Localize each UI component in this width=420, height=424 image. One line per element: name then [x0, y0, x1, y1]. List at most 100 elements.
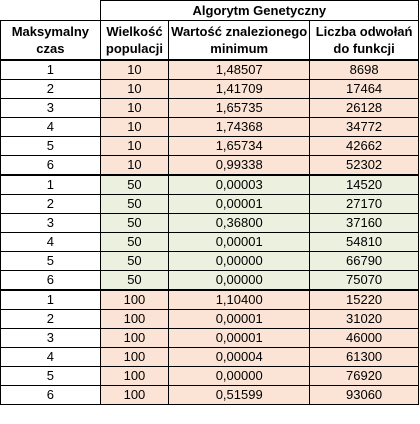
max-time-cell: 6 — [0, 385, 101, 405]
calls-cell: 14520 — [309, 174, 419, 195]
calls-cell: 42662 — [309, 136, 419, 156]
population-cell: 50 — [99, 174, 170, 195]
calls-cell: 75070 — [309, 270, 419, 291]
max-time-cell: 4 — [0, 232, 101, 252]
max-time-cell: 1 — [0, 59, 101, 80]
population-cell: 50 — [99, 232, 170, 252]
table-row: 1 10 1,48507 8698 — [0, 59, 419, 80]
population-cell: 10 — [99, 98, 170, 118]
table-row: 2 100 0,00001 31020 — [0, 309, 419, 329]
calls-cell: 26128 — [309, 98, 419, 118]
population-cell: 10 — [99, 79, 170, 99]
minimum-cell: 1,48507 — [168, 59, 311, 80]
table-row: 6 50 0,00000 75070 — [0, 270, 419, 291]
calls-cell: 93060 — [309, 385, 419, 405]
calls-cell: 52302 — [309, 155, 419, 176]
algorithm-title: Algorytm Genetyczny — [99, 0, 420, 21]
results-table: Algorytm Genetyczny Maksymalny czas Wiel… — [0, 0, 420, 405]
calls-cell: 31020 — [309, 309, 419, 329]
table-row: 4 50 0,00001 54810 — [0, 232, 419, 252]
max-time-cell: 3 — [0, 213, 101, 233]
table-row: 5 50 0,00000 66790 — [0, 251, 419, 271]
population-cell: 10 — [99, 59, 170, 80]
calls-cell: 34772 — [309, 117, 419, 137]
minimum-cell: 1,65734 — [168, 136, 311, 156]
header-minimum-value: Wartość znalezionego minimum — [168, 20, 311, 61]
blank-corner-cell — [0, 0, 101, 21]
max-time-cell: 5 — [0, 136, 101, 156]
max-time-cell: 6 — [0, 155, 101, 176]
table-row: 5 100 0,00000 76920 — [0, 366, 419, 386]
header-function-calls: Liczba odwołań do funkcji — [309, 20, 419, 61]
minimum-cell: 0,51599 — [168, 385, 311, 405]
minimum-cell: 0,00004 — [168, 347, 311, 367]
population-cell: 50 — [99, 213, 170, 233]
max-time-cell: 2 — [0, 309, 101, 329]
minimum-cell: 0,00000 — [168, 251, 311, 271]
table-row: 1 100 1,10400 15220 — [0, 289, 419, 310]
max-time-cell: 5 — [0, 251, 101, 271]
calls-cell: 76920 — [309, 366, 419, 386]
population-cell: 50 — [99, 251, 170, 271]
calls-cell: 8698 — [309, 59, 419, 80]
minimum-cell: 0,00001 — [168, 328, 311, 348]
minimum-cell: 0,00001 — [168, 309, 311, 329]
max-time-cell: 1 — [0, 289, 101, 310]
calls-cell: 15220 — [309, 289, 419, 310]
table-body: 1 10 1,48507 8698 2 10 1,41709 17464 3 1… — [0, 59, 419, 405]
max-time-cell: 1 — [0, 174, 101, 195]
table-row: 2 10 1,41709 17464 — [0, 79, 419, 99]
population-cell: 10 — [99, 136, 170, 156]
super-header-row: Algorytm Genetyczny — [0, 0, 420, 21]
max-time-cell: 2 — [0, 79, 101, 99]
header-population-size: Wielkość populacji — [99, 20, 170, 61]
calls-cell: 27170 — [309, 194, 419, 214]
minimum-cell: 1,10400 — [168, 289, 311, 310]
max-time-cell: 6 — [0, 270, 101, 291]
minimum-cell: 0,00001 — [168, 194, 311, 214]
population-cell: 50 — [99, 270, 170, 291]
max-time-cell: 2 — [0, 194, 101, 214]
table-row: 4 10 1,74368 34772 — [0, 117, 419, 137]
population-cell: 100 — [99, 309, 170, 329]
population-cell: 50 — [99, 194, 170, 214]
minimum-cell: 0,00003 — [168, 174, 311, 195]
calls-cell: 61300 — [309, 347, 419, 367]
calls-cell: 66790 — [309, 251, 419, 271]
population-cell: 100 — [99, 328, 170, 348]
population-cell: 100 — [99, 289, 170, 310]
calls-cell: 46000 — [309, 328, 419, 348]
max-time-cell: 4 — [0, 347, 101, 367]
minimum-cell: 0,00000 — [168, 366, 311, 386]
table-row: 2 50 0,00001 27170 — [0, 194, 419, 214]
table-row: 6 10 0,99338 52302 — [0, 155, 419, 176]
minimum-cell: 1,74368 — [168, 117, 311, 137]
minimum-cell: 0,00001 — [168, 232, 311, 252]
table-row: 1 50 0,00003 14520 — [0, 174, 419, 195]
calls-cell: 37160 — [309, 213, 419, 233]
max-time-cell: 3 — [0, 98, 101, 118]
table-row: 3 100 0,00001 46000 — [0, 328, 419, 348]
max-time-cell: 3 — [0, 328, 101, 348]
minimum-cell: 1,65735 — [168, 98, 311, 118]
population-cell: 10 — [99, 155, 170, 176]
population-cell: 100 — [99, 347, 170, 367]
population-cell: 10 — [99, 117, 170, 137]
table-row: 3 10 1,65735 26128 — [0, 98, 419, 118]
table-row: 6 100 0,51599 93060 — [0, 385, 419, 405]
population-cell: 100 — [99, 366, 170, 386]
minimum-cell: 1,41709 — [168, 79, 311, 99]
minimum-cell: 0,00000 — [168, 270, 311, 291]
table-row: 4 100 0,00004 61300 — [0, 347, 419, 367]
column-header-row: Maksymalny czas Wielkość populacji Warto… — [0, 20, 419, 61]
calls-cell: 17464 — [309, 79, 419, 99]
minimum-cell: 0,36800 — [168, 213, 311, 233]
header-max-time: Maksymalny czas — [0, 20, 101, 61]
table-row: 3 50 0,36800 37160 — [0, 213, 419, 233]
calls-cell: 54810 — [309, 232, 419, 252]
table-row: 5 10 1,65734 42662 — [0, 136, 419, 156]
minimum-cell: 0,99338 — [168, 155, 311, 176]
population-cell: 100 — [99, 385, 170, 405]
max-time-cell: 5 — [0, 366, 101, 386]
max-time-cell: 4 — [0, 117, 101, 137]
